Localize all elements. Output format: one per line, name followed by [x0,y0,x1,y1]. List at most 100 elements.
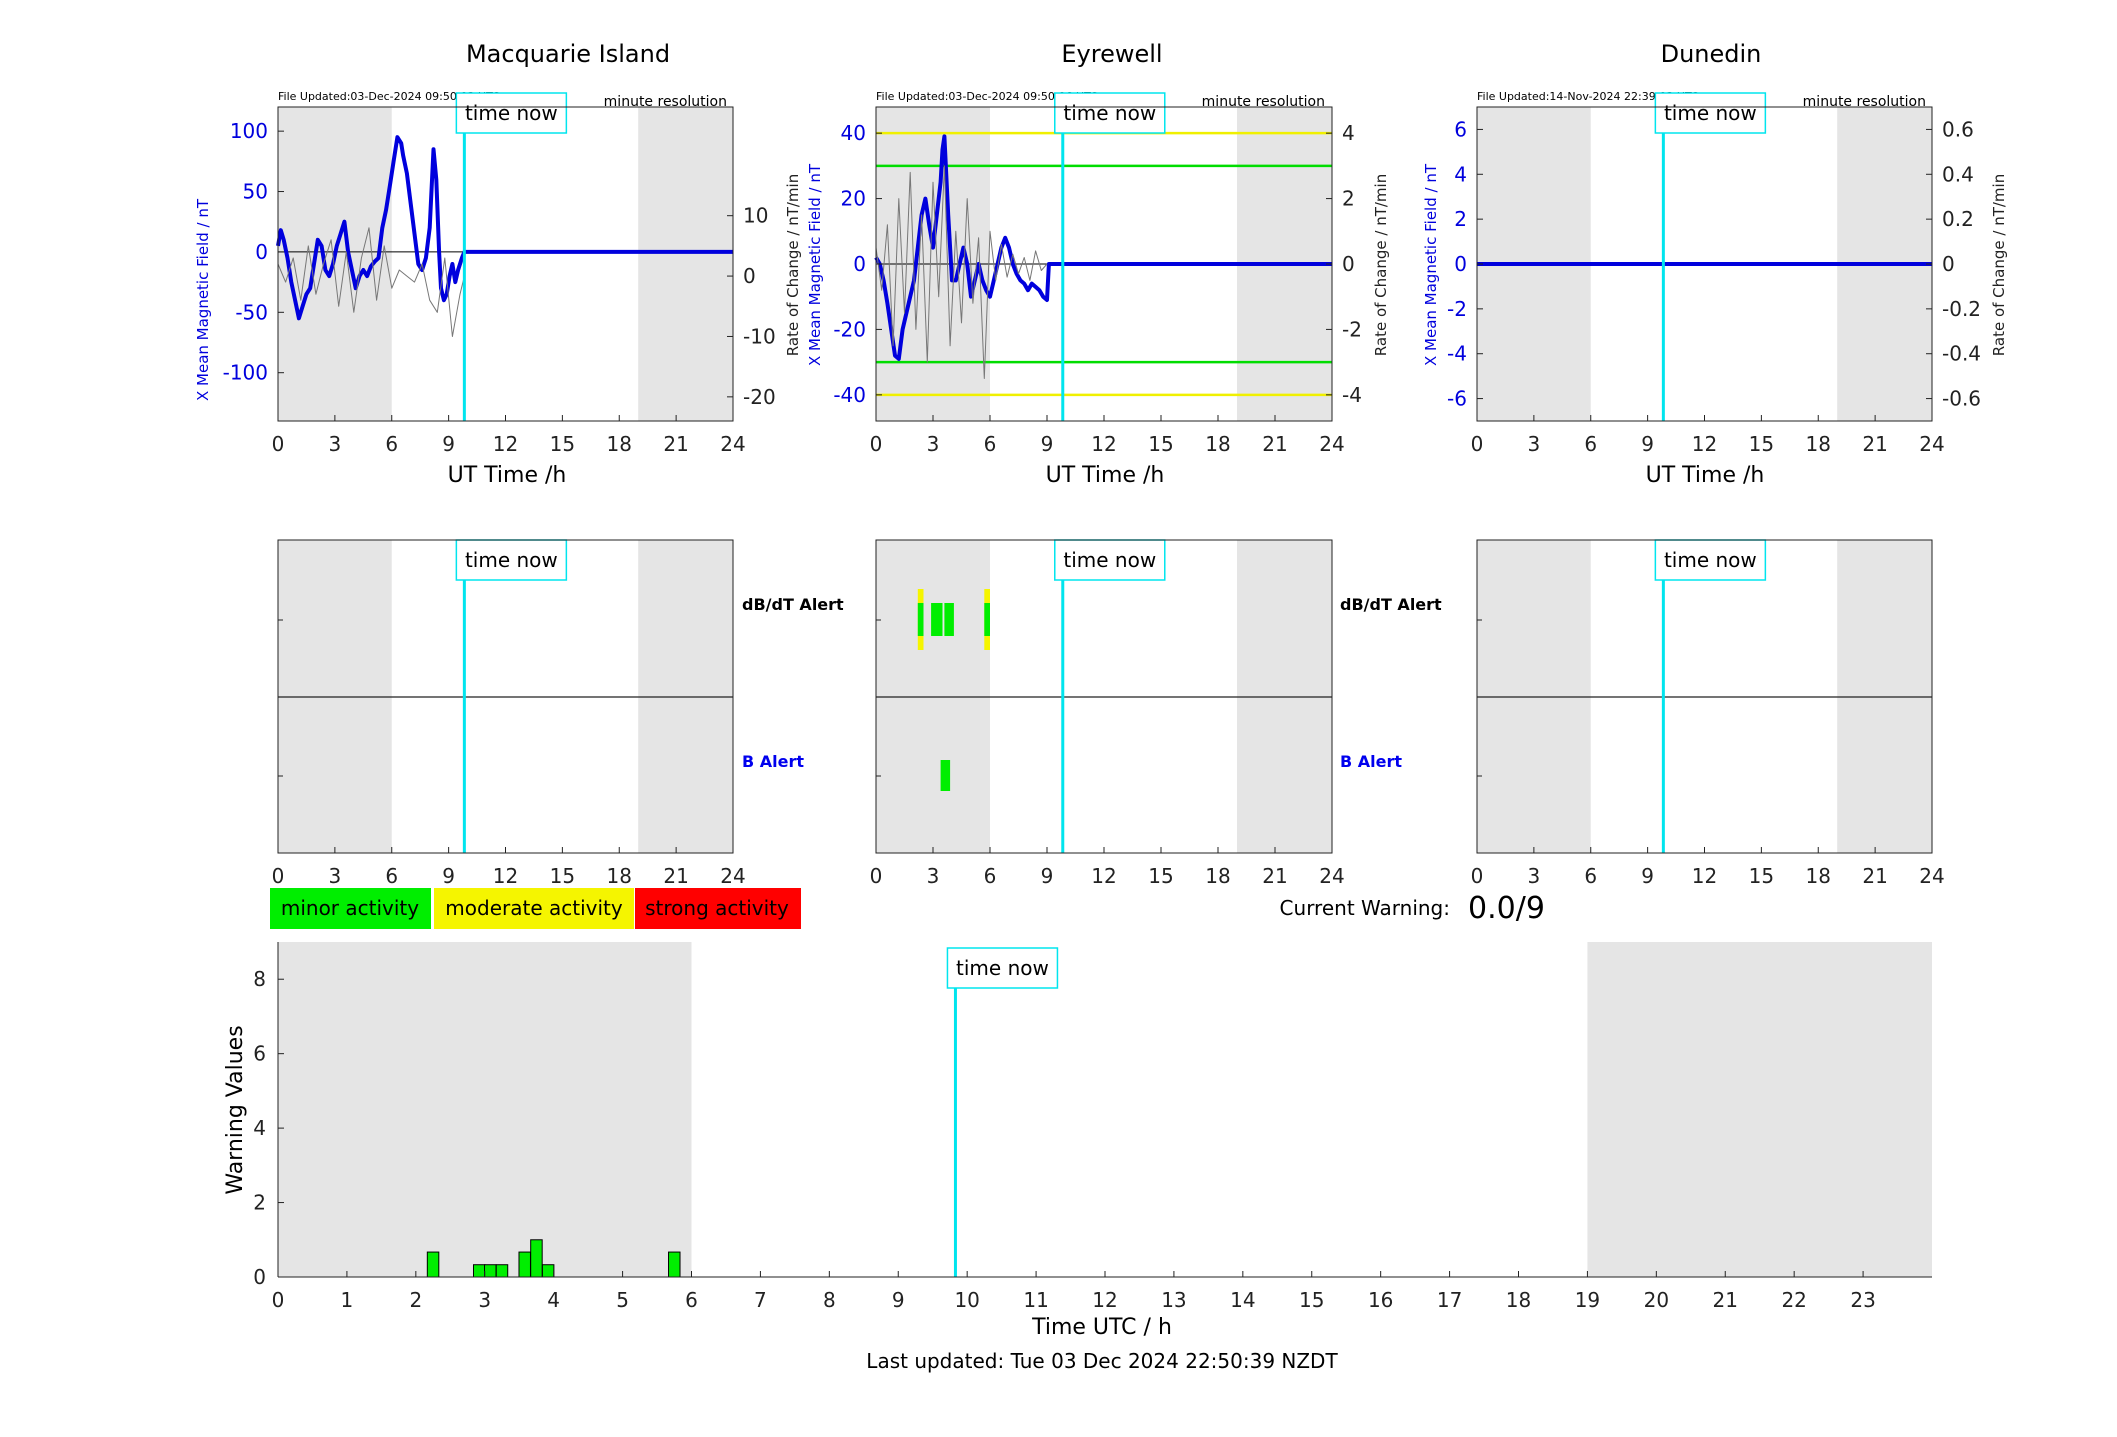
x-tick-label: 9 [892,1288,905,1312]
time-now-label: time now [1063,548,1156,572]
y-tick-label-left: 2 [1454,207,1467,231]
y-tick-label-right: 4 [1342,121,1355,145]
alert-panel-eyrewell: dB/dT Alert B Alert time now 0 3 6 9 12 15 18 21… [870,539,1442,888]
x-tick-label: 9 [1641,864,1654,888]
dbdt-alert-block-inner [984,603,990,636]
time-now-label: time now [465,101,558,125]
x-tick-label: 3 [1528,864,1541,888]
warning-bar [426,1251,440,1278]
y-tick-label-left: 4 [1454,162,1467,186]
dbdt-alert-block-inner [917,603,924,636]
y-tick-label-left: 0 [853,252,866,276]
activity-legend: minor activity moderate activity strong … [270,888,801,929]
y-axis-label-right: Rate of Change / nT/min [1372,174,1390,356]
x-tick-label: 18 [1806,864,1831,888]
x-tick-label: 12 [1692,432,1717,456]
x-tick-label: 6 [1584,864,1597,888]
y-tick-label-left: 0 [1454,252,1467,276]
y-tick-label-left: -20 [833,317,866,341]
station-panel-dunedin: Dunedin File Updated:14-Nov-2024 22:39:0… [1422,40,2008,488]
resolution-text: minute resolution [604,94,727,110]
y-tick-label: 2 [253,1191,266,1215]
x-tick-label: 21 [663,432,688,456]
station-panel-eyrewell: Eyrewell File Updated:03-Dec-2024 09:50:… [806,40,1390,488]
x-tick-label: 10 [954,1288,979,1312]
magnetic-field-series [874,134,1332,361]
file-updated-text: File Updated:14-Nov-2024 22:39:03 UTC [1477,90,1699,103]
x-tick-label: 15 [550,432,575,456]
y-tick-label-left: -40 [833,383,866,407]
y-tick-label-left: 50 [243,180,268,204]
file-updated-text: File Updated:03-Dec-2024 09:50:03 UTC [278,90,500,103]
x-tick-label: 18 [1506,1288,1531,1312]
current-warning-label: Current Warning: [1280,896,1450,920]
x-tick-label: 21 [1862,864,1887,888]
x-tick-label: 21 [1862,432,1887,456]
x-tick-label: 21 [1262,432,1287,456]
x-tick-label: 6 [984,864,997,888]
x-tick-label: 16 [1368,1288,1393,1312]
warning-bar [668,1251,681,1278]
x-tick-label: 15 [1148,432,1173,456]
x-tick-label: 15 [1299,1288,1324,1312]
warning-x-axis-label: Time UTC / h [1031,1315,1172,1340]
legend-label-minor: minor activity [281,896,419,920]
x-axis-label: UT Time /h [448,463,567,488]
x-tick-label: 12 [1091,432,1116,456]
y-tick-label-right: -20 [743,385,776,409]
y-axis-label-left: X Mean Magnetic Field / nT [194,198,212,401]
x-axis-label: UT Time /h [1646,463,1765,488]
x-tick-label: 6 [685,1288,698,1312]
y-tick-label: 0 [253,1265,266,1289]
y-axis-label-left: X Mean Magnetic Field / nT [806,163,824,366]
last-updated-text: Last updated: Tue 03 Dec 2024 22:50:39 N… [866,1349,1338,1373]
x-tick-label: 15 [1749,864,1774,888]
legend-swatch-minor [270,888,431,929]
x-tick-label: 6 [1584,432,1597,456]
y-tick-label-right: 0 [743,264,756,288]
x-tick-label: 9 [1041,864,1054,888]
time-now-label: time now [1063,101,1156,125]
x-tick-label: 21 [1713,1288,1738,1312]
x-tick-label: 12 [1091,864,1116,888]
y-tick-label-right: -0.2 [1942,297,1981,321]
warning-bar [518,1251,531,1278]
x-tick-label: 17 [1437,1288,1462,1312]
y-tick-label-right: 0 [1342,252,1355,276]
x-tick-label: 14 [1230,1288,1255,1312]
y-axis-label-right: Rate of Change / nT/min [784,174,802,356]
b-alert-block [940,760,951,791]
alert-panel-dunedin: time now 0 3 6 9 12 15 18 21 24 [1471,539,1945,888]
time-now-box [455,539,568,581]
x-tick-label: 3 [927,432,940,456]
y-tick-label: 6 [253,1042,266,1066]
y-tick-label-right: 2 [1342,187,1355,211]
x-tick-label: 12 [1092,1288,1117,1312]
y-tick-label-left: -2 [1447,297,1467,321]
y-tick-label-right: -2 [1342,317,1362,341]
warning-bar [495,1264,509,1278]
x-tick-label: 15 [1749,432,1774,456]
x-tick-label: 6 [385,432,398,456]
x-tick-label: 18 [607,864,632,888]
x-tick-label: 21 [663,864,688,888]
warning-bar [472,1264,486,1278]
x-tick-label: 12 [493,432,518,456]
time-now-label: time now [465,548,558,572]
resolution-text: minute resolution [1803,94,1926,110]
x-tick-label: 8 [823,1288,836,1312]
y-tick-label-left: 0 [255,240,268,264]
rate-of-change-series [277,227,465,337]
x-tick-label: 6 [385,864,398,888]
x-tick-label: 5 [616,1288,629,1312]
x-tick-label: 0 [272,1288,285,1312]
y-tick-label: 4 [253,1116,266,1140]
dbdt-alert-label: dB/dT Alert [742,595,844,614]
x-tick-label: 18 [607,432,632,456]
x-tick-label: 24 [720,432,745,456]
b-alert-label: B Alert [1340,752,1402,771]
station-title: Macquarie Island [466,40,670,68]
x-tick-label: 24 [1919,432,1944,456]
y-tick-label-right: 0 [1942,252,1955,276]
